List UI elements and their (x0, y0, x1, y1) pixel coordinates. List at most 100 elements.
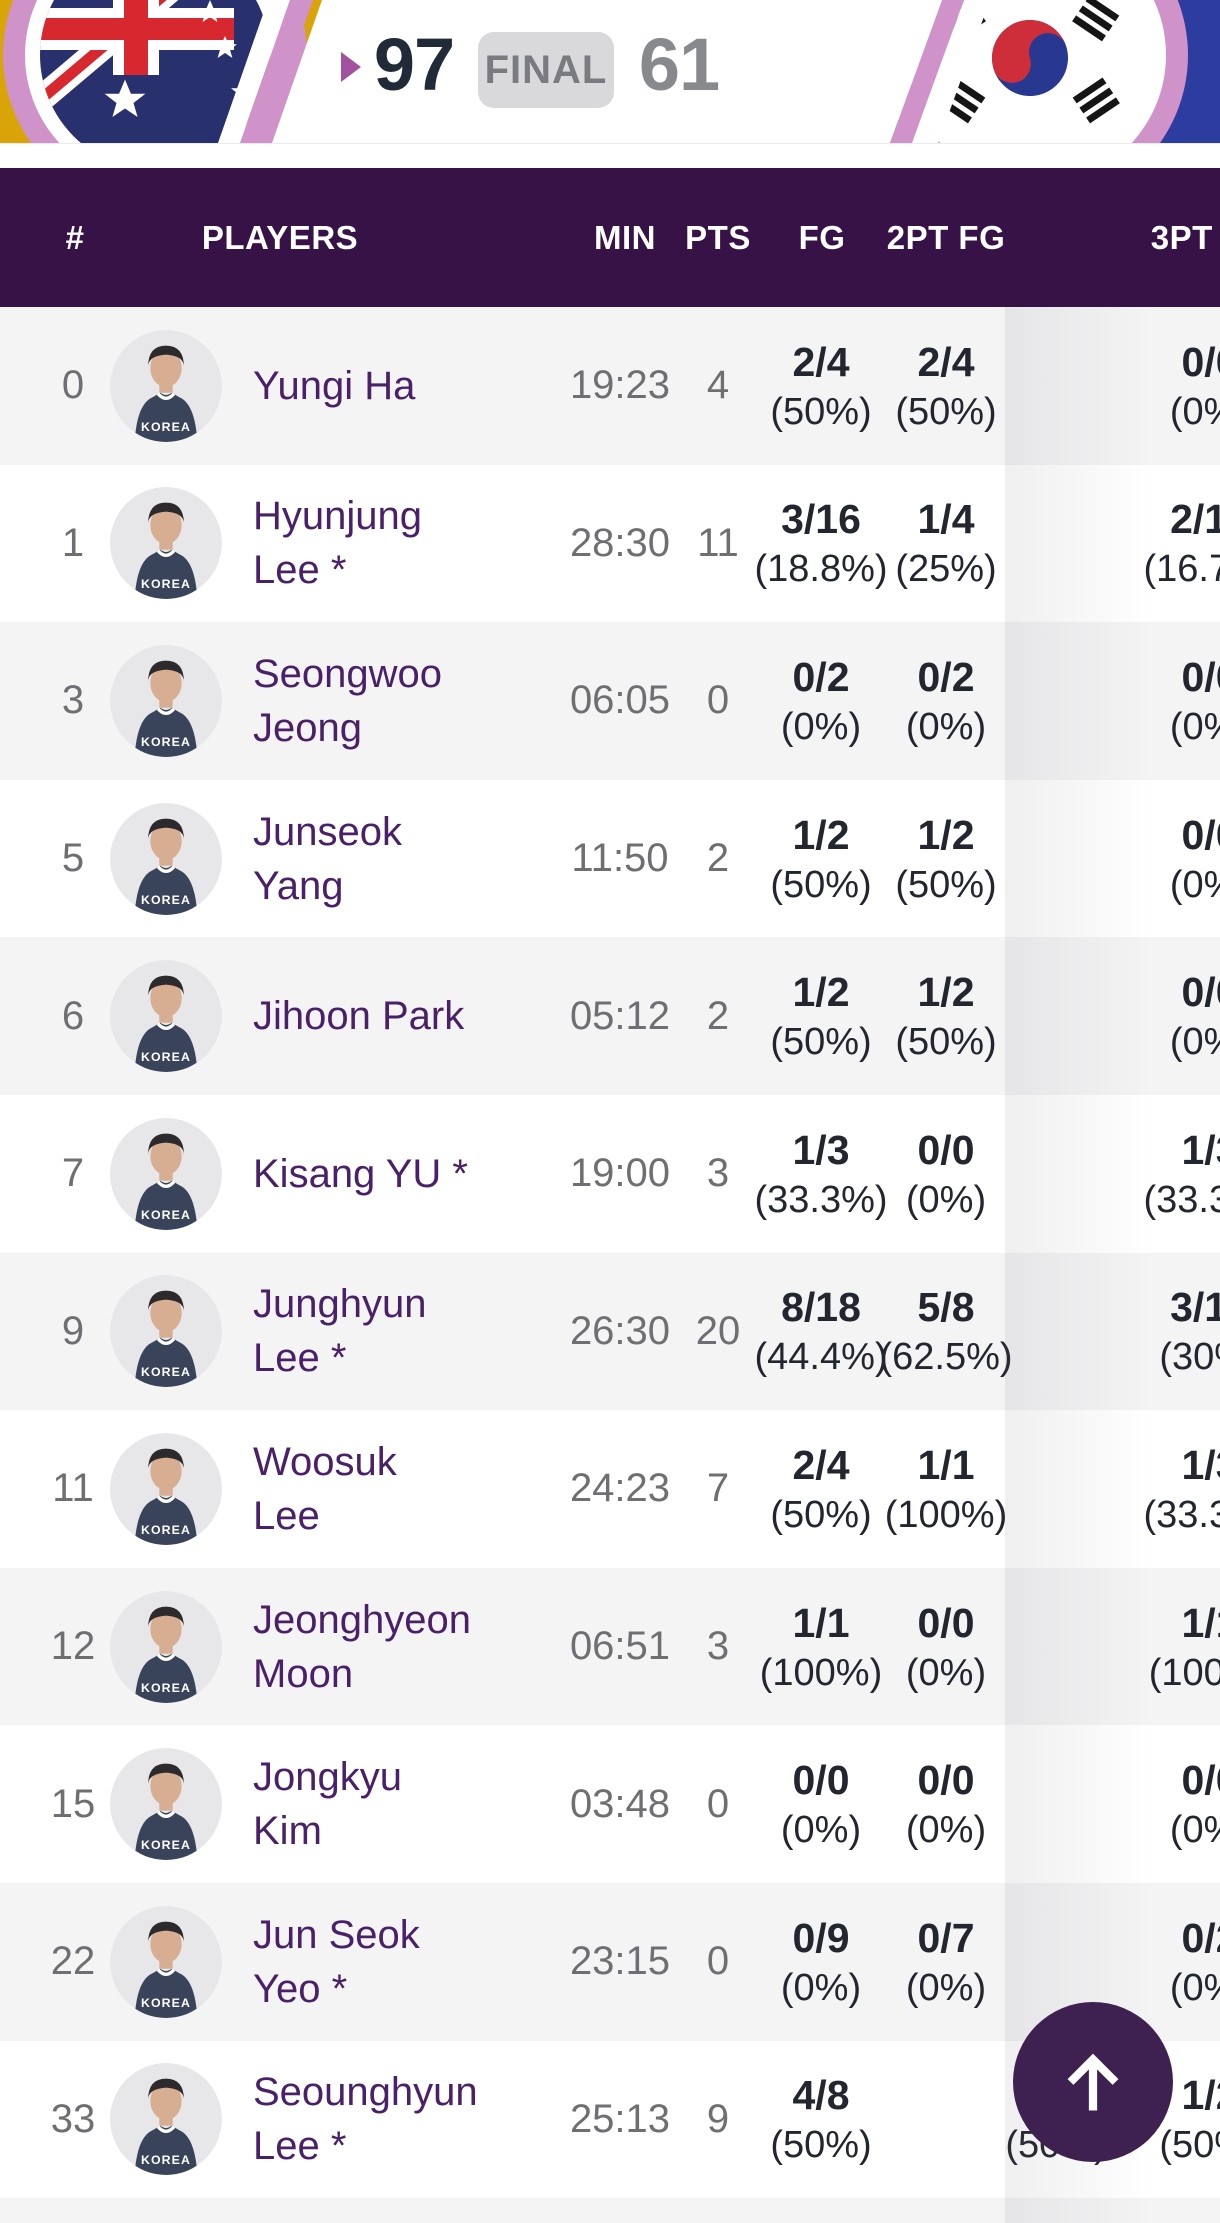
3pt-made-attempted: 0/2 (1181, 1914, 1220, 1961)
player-row[interactable]: 11 KOREA Woosuk Lee 24:23 7 2/4 (50%) 1/… (0, 1410, 1220, 1568)
2pt-percentage: (50%) (895, 390, 997, 433)
away-score: 61 (638, 22, 720, 106)
2pt-fg-cell: 1/2 (50%) (878, 780, 1014, 938)
minutes-cell: 05:12 (569, 993, 671, 1038)
player-avatar: KOREA (110, 1725, 222, 1883)
player-number: 12 (50, 1624, 96, 1669)
3pt-percentage: (0%) (1169, 390, 1220, 433)
3pt-percentage: (100%) (1148, 1651, 1220, 1694)
col-header-3pt-fg: 3PT FG (1150, 218, 1220, 256)
player-row[interactable]: 0 KOREA Yungi Ha 19:23 4 2/4 (50%) 2/4 (… (0, 307, 1220, 465)
3pt-percentage: (33.3%) (1143, 1178, 1220, 1221)
minutes-cell: 26:30 (569, 1308, 671, 1353)
2pt-fg-cell: 0/0 (0%) (878, 1095, 1014, 1253)
col-header-pts: PTS (685, 218, 751, 256)
player-row[interactable]: 5 KOREA Junseok Yang 11:50 2 1/2 (50%) 1… (0, 779, 1220, 938)
2pt-percentage: (0%) (905, 1809, 987, 1852)
player-number: 11 (52, 1466, 94, 1511)
3pt-percentage: (16.7%) (1143, 548, 1220, 591)
minutes-cell: 25:13 (569, 2096, 671, 2141)
fg-percentage: (33.3%) (754, 1178, 888, 1221)
3pt-made-attempted: 0/0 (1181, 811, 1220, 858)
fg-cell: 1/2 (50%) (756, 937, 886, 1095)
player-avatar: KOREA (110, 780, 222, 938)
player-name[interactable]: Jeonghyeon Moon (253, 1597, 471, 1696)
player-row[interactable]: 1 KOREA Hyunjung Lee * 28:30 11 3/16 (18… (0, 464, 1220, 623)
player-name[interactable]: Jihoon Park (253, 994, 465, 1039)
player-avatar: KOREA (110, 465, 222, 623)
2pt-made-attempted: 1/2 (917, 811, 975, 858)
player-avatar: KOREA (110, 307, 222, 465)
fg-made-attempted: 0/9 (792, 1914, 850, 1961)
player-name[interactable]: Jongkyu Kim (253, 1755, 402, 1854)
col-header-fg: FG (798, 218, 846, 256)
2pt-made-attempted: 2/4 (917, 338, 975, 385)
player-name[interactable]: Woosuk Lee (253, 1439, 397, 1538)
2pt-fg-cell: 2/4 (50%) (878, 307, 1014, 465)
player-name[interactable]: Junghyun Lee * (253, 1282, 427, 1381)
points-cell: 9 (706, 2096, 730, 2141)
jersey-label: KOREA (141, 1996, 191, 2010)
winner-arrow-icon (341, 52, 361, 82)
player-number: 6 (61, 993, 85, 1038)
fg-cell: 0/9 (0%) (756, 1883, 886, 2041)
jersey-label: KOREA (141, 1365, 191, 1379)
3pt-fg-cell: 0/0 (0%) (1142, 622, 1220, 780)
minutes-cell: 11:50 (571, 836, 669, 881)
player-name[interactable]: Kisang YU * (253, 1151, 468, 1196)
fg-percentage: (50%) (770, 1493, 872, 1536)
fg-cell: 0/0 (0%) (756, 1725, 886, 1883)
player-row[interactable]: 15 KOREA Jongkyu Kim 03:48 0 0/0 (0%) 0/… (0, 1725, 1220, 1883)
points-cell: 0 (706, 1939, 730, 1984)
2pt-fg-cell: 1/4 (25%) (878, 465, 1014, 623)
player-row[interactable]: 12 KOREA Jeonghyeon Moon 06:51 3 1/1 (10… (0, 1567, 1220, 1726)
2pt-fg-cell: 1/1 (100%) (878, 1410, 1014, 1568)
col-header-min: MIN (594, 218, 656, 256)
minutes-cell: 19:23 (569, 363, 671, 408)
player-name[interactable]: Seongwoo Jeong (253, 651, 443, 750)
2pt-made-attempted: 5/8 (917, 1284, 975, 1331)
player-avatar: KOREA (110, 622, 222, 780)
player-row[interactable]: 9 KOREA Junghyun Lee * 26:30 20 8/18 (44… (0, 1252, 1220, 1411)
2pt-fg-cell: 0/0 (0%) (878, 1725, 1014, 1883)
fg-percentage: (100%) (759, 1651, 883, 1694)
fg-percentage: (18.8%) (754, 548, 888, 591)
minutes-cell: 06:05 (569, 678, 671, 723)
scoreboard: 97 FINAL 61 (0, 0, 1220, 143)
3pt-fg-cell: 2/12 (16.7%) (1142, 465, 1220, 623)
2pt-made-attempted: 0/2 (917, 653, 975, 700)
3pt-made-attempted: 0/0 (1181, 338, 1220, 385)
player-name[interactable]: Yungi Ha (253, 363, 416, 408)
player-name[interactable]: Hyunjung Lee * (253, 494, 423, 593)
points-cell: 3 (706, 1151, 730, 1196)
player-name[interactable]: Seounghyun Lee * (253, 2070, 478, 2169)
player-name[interactable]: Junseok Yang (253, 809, 402, 908)
fg-cell: 8/18 (44.4%) (754, 1253, 887, 1411)
fg-made-attempted: 0/0 (792, 1757, 850, 1804)
2pt-percentage: (50%) (895, 1021, 997, 1064)
player-row[interactable]: 22 KOREA Jun Seok Yeo * 23:15 0 0/9 (0%)… (0, 1882, 1220, 2041)
col-header-number: # (65, 218, 85, 256)
player-name[interactable]: Jun Seok Yeo * (253, 1912, 420, 2011)
fg-percentage: (0%) (780, 1809, 862, 1852)
player-row[interactable]: 3 KOREA Seongwoo Jeong 06:05 0 0/2 (0%) … (0, 622, 1220, 780)
jersey-label: KOREA (141, 892, 191, 906)
points-cell: 0 (706, 678, 730, 723)
3pt-fg-cell: 1/1 (100%) (1142, 1568, 1220, 1726)
fg-percentage: (50%) (770, 390, 872, 433)
fg-made-attempted: 1/3 (792, 1126, 850, 1173)
scroll-to-top-button[interactable] (1013, 2002, 1173, 2162)
jersey-label: KOREA (141, 1523, 191, 1537)
player-avatar: KOREA (110, 2041, 222, 2199)
3pt-made-attempted: 1/2 (1181, 2072, 1220, 2119)
fg-made-attempted: 3/16 (781, 496, 861, 543)
2pt-fg-cell: 0/2 (0%) (878, 622, 1014, 780)
player-row[interactable]: 7 KOREA Kisang YU * 19:00 3 1/3 (33.3%) … (0, 1094, 1220, 1253)
2pt-made-attempted: 0/0 (917, 1599, 975, 1646)
3pt-fg-cell: 0/0 (0%) (1142, 780, 1220, 938)
3pt-percentage: (0%) (1169, 1966, 1220, 2009)
player-row[interactable]: 6 KOREA Jihoon Park 05:12 2 1/2 (50%) 1/… (0, 937, 1220, 1095)
player-number: 22 (50, 1939, 96, 1984)
player-avatar: KOREA (110, 1095, 222, 1253)
points-cell: 0 (706, 1781, 730, 1826)
